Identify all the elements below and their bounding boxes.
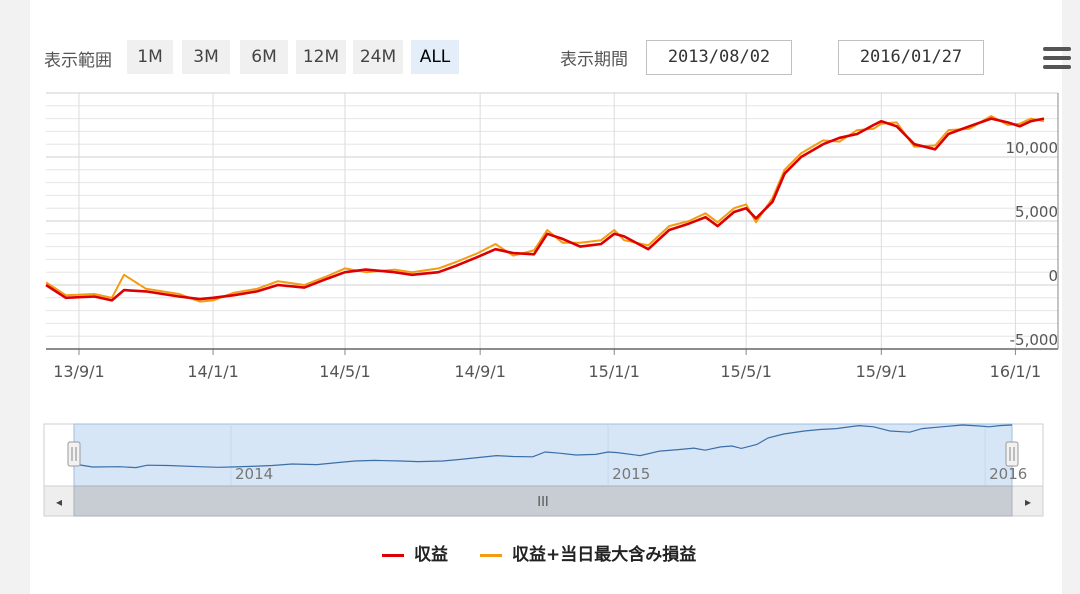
navigator-year-label: 2015 bbox=[612, 465, 650, 483]
x-tick-label: 14/1/1 bbox=[187, 362, 239, 381]
legend-item-profit[interactable]: 収益 bbox=[382, 540, 448, 565]
x-tick-label: 14/9/1 bbox=[454, 362, 506, 381]
legend-line-red bbox=[382, 553, 404, 557]
x-tick-label: 14/5/1 bbox=[319, 362, 371, 381]
to-date-input[interactable]: 2016/01/27 bbox=[838, 40, 984, 75]
x-tick-label: 16/1/1 bbox=[990, 362, 1042, 381]
legend-label-profit-unrealized: 収益+当日最大含み損益 bbox=[512, 545, 697, 565]
navigator-selection bbox=[73, 423, 1013, 487]
legend-line-orange bbox=[480, 553, 502, 557]
scrollbar-thumb bbox=[73, 485, 1013, 517]
scrollbar-grip-icon: III bbox=[537, 495, 549, 510]
range-6m-button[interactable]: 6M bbox=[240, 40, 288, 74]
legend-item-profit-unrealized[interactable]: 収益+当日最大含み損益 bbox=[480, 540, 696, 565]
series-line-profit bbox=[45, 117, 1045, 302]
range-label: 表示範囲 bbox=[44, 51, 112, 71]
y-tick-label: 10,000 bbox=[1006, 139, 1059, 157]
navigator-year-label: 2016 bbox=[989, 465, 1027, 483]
range-3m-button[interactable]: 3M bbox=[182, 40, 230, 74]
navigator-right-handle[interactable] bbox=[1005, 441, 1019, 467]
from-date-input[interactable]: 2013/08/02 bbox=[646, 40, 792, 75]
navigator-left-handle[interactable] bbox=[67, 441, 81, 467]
y-tick-label: 0 bbox=[1048, 267, 1058, 285]
range-24m-button[interactable]: 24M bbox=[353, 40, 403, 74]
series-line-profit-unrealized bbox=[45, 115, 1045, 303]
x-tick-label: 13/9/1 bbox=[53, 362, 105, 381]
chart-canvas: 13/9/1 14/1/1 14/5/1 14/9/1 15/1/1 15/5/1 15/9… bbox=[43, 92, 1059, 517]
y-tick-label: 5,000 bbox=[1015, 203, 1058, 221]
range-12m-button[interactable]: 12M bbox=[296, 40, 346, 74]
navigator: 2014 2015 2016 bbox=[43, 423, 1044, 487]
hamburger-menu-icon[interactable] bbox=[1043, 47, 1071, 69]
period-label: 表示期間 bbox=[560, 50, 628, 70]
x-tick-label: 15/9/1 bbox=[856, 362, 908, 381]
range-1m-button[interactable]: 1M bbox=[127, 40, 173, 74]
range-all-button[interactable]: ALL bbox=[411, 40, 459, 74]
handle-box bbox=[67, 441, 81, 467]
scrollbar[interactable]: ◂ ▸ III bbox=[43, 485, 1044, 517]
handle-box bbox=[1005, 441, 1019, 467]
chart-panel: 表示範囲 1M 3M 6M 12M 24M ALL 表示期間 2013/08/0… bbox=[30, 0, 1071, 594]
x-tick-label: 15/1/1 bbox=[588, 362, 640, 381]
scroll-left-arrow-icon[interactable]: ◂ bbox=[56, 495, 62, 509]
navigator-series-line bbox=[73, 424, 1013, 469]
scroll-right-arrow-icon[interactable]: ▸ bbox=[1025, 495, 1031, 509]
navigator-year-label: 2014 bbox=[235, 465, 273, 483]
y-tick-label: -5,000 bbox=[1010, 331, 1058, 349]
x-tick-label: 15/5/1 bbox=[720, 362, 772, 381]
legend-label-profit: 収益 bbox=[414, 545, 448, 565]
